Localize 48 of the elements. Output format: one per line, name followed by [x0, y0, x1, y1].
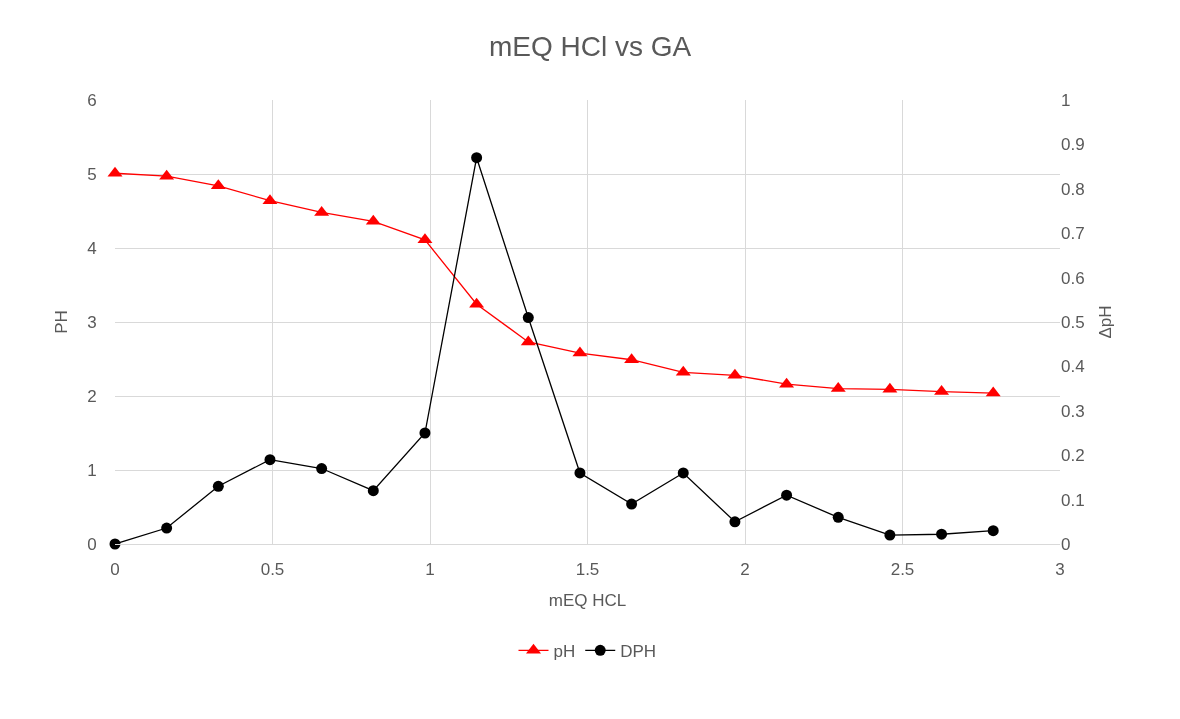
y2-tick-label: 0.8 — [1061, 179, 1085, 199]
point — [574, 467, 586, 479]
point — [522, 312, 534, 324]
y2-tick-label: 0.4 — [1061, 357, 1085, 377]
x-tick-label: 1.5 — [575, 560, 600, 580]
y2-tick-label: 0.9 — [1061, 135, 1085, 155]
x-tick-label: 0.5 — [260, 560, 285, 580]
x-axis-title: mEQ HCL — [548, 590, 627, 610]
y2-tick-label: 1 — [1061, 90, 1071, 110]
x-tick-label: 1 — [425, 560, 435, 580]
point — [987, 525, 999, 537]
x-tick-label: 2.5 — [890, 560, 915, 580]
y2-tick-label: 0 — [1061, 534, 1071, 554]
y-tick-label: 0 — [87, 534, 97, 554]
y-tick-label: 4 — [87, 238, 97, 258]
y-tick-label: 5 — [87, 164, 97, 184]
y-tick-label: 2 — [87, 386, 97, 406]
point — [936, 528, 948, 540]
y2-tick-label: 0.2 — [1061, 446, 1085, 466]
y2-axis-title: ΔpH — [1096, 305, 1116, 339]
x-tick-label: 2 — [740, 560, 750, 580]
point — [316, 463, 328, 475]
y-tick-label: 1 — [87, 460, 97, 480]
point — [367, 485, 379, 497]
point — [471, 152, 483, 164]
y2-tick-label: 0.6 — [1061, 268, 1085, 288]
y-axis-title: PH — [51, 310, 71, 334]
point — [212, 480, 224, 492]
y2-tick-label: 0.3 — [1061, 401, 1085, 421]
point — [729, 516, 741, 528]
y-tick-label: 6 — [87, 90, 97, 110]
chart-title: mEQ HCl vs GA — [488, 30, 692, 62]
y-tick-label: 3 — [87, 312, 97, 332]
legend-label: DPH — [620, 641, 657, 661]
point — [626, 498, 638, 510]
point — [677, 467, 689, 479]
y2-tick-label: 0.5 — [1061, 312, 1085, 332]
point — [264, 454, 276, 466]
point — [419, 427, 431, 439]
point — [832, 511, 844, 523]
y2-tick-label: 0.7 — [1061, 224, 1085, 244]
y2-tick-label: 0.1 — [1061, 490, 1085, 510]
point — [781, 489, 793, 501]
legend-label: pH — [553, 641, 576, 661]
point — [161, 522, 173, 534]
x-tick-label: 3 — [1055, 560, 1065, 580]
x-tick-label: 0 — [110, 560, 120, 580]
point — [884, 529, 896, 541]
